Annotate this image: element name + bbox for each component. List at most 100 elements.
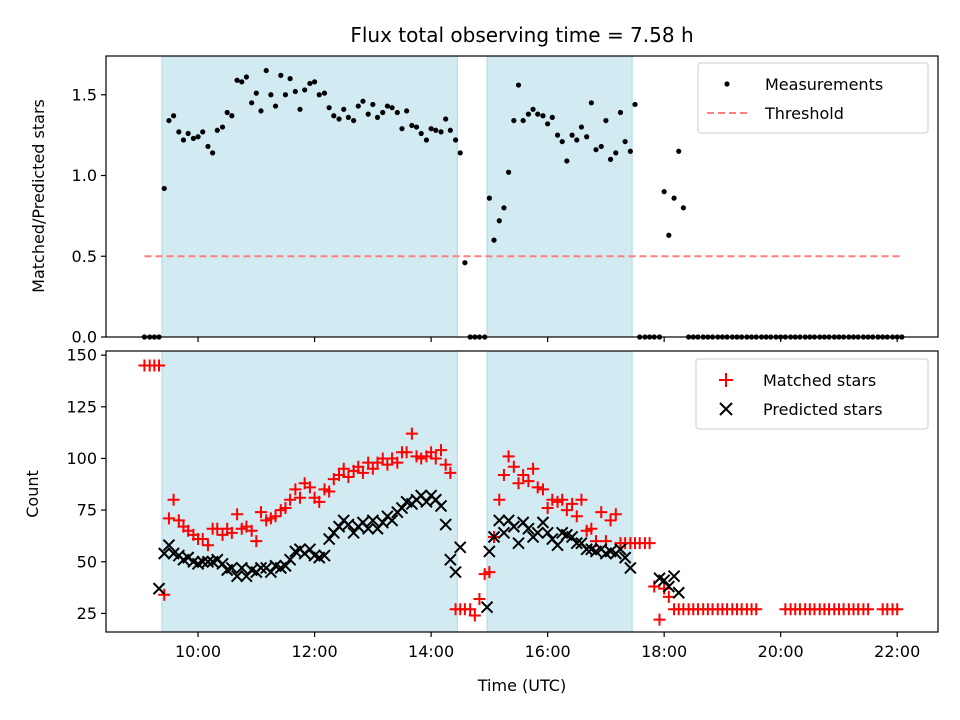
matched-star-point (162, 512, 175, 525)
matched-star-point (522, 475, 535, 488)
predicted-star-point (254, 561, 268, 575)
bottom-axes-frame (105, 350, 939, 633)
predicted-star-point (376, 516, 389, 529)
measurement-point (389, 105, 395, 111)
predicted-star-point (541, 526, 554, 540)
matched-star-point (342, 471, 355, 484)
matched-star-point (541, 502, 554, 515)
matched-star-point (366, 462, 379, 475)
measurement-point (190, 135, 196, 141)
matched-star-point (250, 535, 263, 548)
predicted-star-point (230, 570, 244, 583)
measurement-point (452, 137, 459, 143)
xtick-label: 20:00 (758, 642, 804, 661)
matched-star-point (585, 522, 598, 535)
measurement-point (433, 127, 439, 133)
measurement-point (365, 111, 371, 117)
measurement-point (627, 148, 633, 154)
matched-star-point (279, 502, 292, 515)
matched-star-point (381, 458, 394, 471)
predicted-star-point (483, 545, 496, 558)
matched-star-point (400, 446, 413, 459)
top-ytick-label: 0.0 (72, 328, 97, 347)
predicted-star-point (264, 565, 278, 579)
predicted-star-point (624, 561, 637, 575)
matched-star-point (473, 592, 486, 605)
matched-star-point (566, 497, 579, 510)
measurement-point (331, 113, 337, 119)
matched-star-point (556, 493, 569, 506)
measurement-point (428, 126, 434, 132)
measurement-point (520, 117, 526, 124)
measurement-point (326, 105, 332, 111)
chart-title: Flux total observing time = 7.58 h (350, 23, 693, 47)
predicted-star-point (507, 520, 521, 533)
measurement-point (447, 127, 453, 133)
measurement-point (564, 158, 570, 164)
measurement-point (666, 232, 672, 238)
matched-star-point (405, 427, 418, 440)
measurement-point (457, 150, 463, 156)
measurement-point (404, 108, 410, 114)
matched-star-point (284, 493, 297, 506)
matched-star-point (352, 460, 365, 473)
measurement-point (617, 109, 624, 116)
matched-star-point (507, 460, 520, 473)
predicted-star-point (201, 555, 215, 568)
predicted-star-point (225, 561, 239, 575)
measurement-point (263, 67, 269, 74)
top-legend: Measurements Threshold (697, 62, 929, 134)
matched-star-point (468, 609, 481, 622)
bottom-legend: Matched stars Predicted stars (695, 358, 929, 430)
predicted-star-point (667, 570, 681, 583)
measurement-point (574, 137, 580, 143)
measurement-point (535, 111, 541, 117)
measurement-point (205, 143, 211, 150)
measurement-point (511, 117, 517, 124)
matched-star-point (483, 566, 496, 579)
legend-threshold: Threshold (764, 104, 844, 123)
matched-star-point (231, 508, 244, 521)
measurement-point (598, 143, 604, 150)
observing-window-0 (161, 55, 458, 338)
measurement-point (632, 101, 638, 108)
matched-star-point (517, 468, 530, 481)
bottom-ytick-label: 150 (66, 346, 97, 365)
measurement-point (496, 218, 502, 224)
measurement-point (491, 237, 497, 243)
predicted-star-point (318, 549, 331, 562)
predicted-star-point (487, 530, 501, 544)
matched-star-point (415, 452, 428, 465)
predicted-star-point (565, 530, 579, 544)
matched-star-point (294, 491, 307, 504)
measurement-point (462, 260, 468, 266)
measurement-point (336, 116, 342, 122)
measurement-point (622, 138, 628, 145)
measurement-point (180, 137, 187, 143)
matched-star-point (662, 590, 675, 603)
predicted-star-point (347, 526, 360, 540)
legend-predicted-marker (719, 402, 733, 416)
predicted-star-point (279, 559, 292, 573)
matched-star-point (502, 450, 515, 463)
predicted-star-point (332, 520, 346, 533)
matched-star-point (269, 510, 282, 523)
matched-star-point (337, 462, 350, 475)
measurement-point (418, 130, 424, 137)
measurement-point (210, 150, 216, 156)
measurement-point (671, 195, 677, 201)
matched-star-point (391, 456, 404, 469)
matched-star-point (356, 466, 369, 479)
measurement-point (278, 72, 284, 78)
predicted-star-point (614, 543, 627, 556)
measurement-point (584, 134, 590, 140)
measurement-point (166, 117, 172, 124)
predicted-star-point (322, 532, 336, 546)
top-ytick-label: 1.5 (72, 85, 97, 104)
measurement-point (360, 98, 366, 104)
predicted-star-point (395, 501, 409, 515)
matched-star-point (172, 514, 185, 527)
bottom-y-axis-label: Count (23, 470, 42, 518)
matched-star-point (201, 539, 214, 552)
